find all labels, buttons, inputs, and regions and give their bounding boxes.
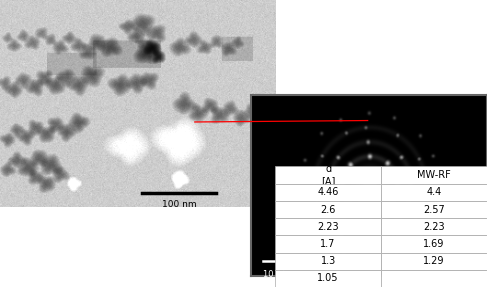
Text: 10 1/nm: 10 1/nm	[262, 269, 298, 278]
Text: 100 nm: 100 nm	[162, 200, 196, 209]
